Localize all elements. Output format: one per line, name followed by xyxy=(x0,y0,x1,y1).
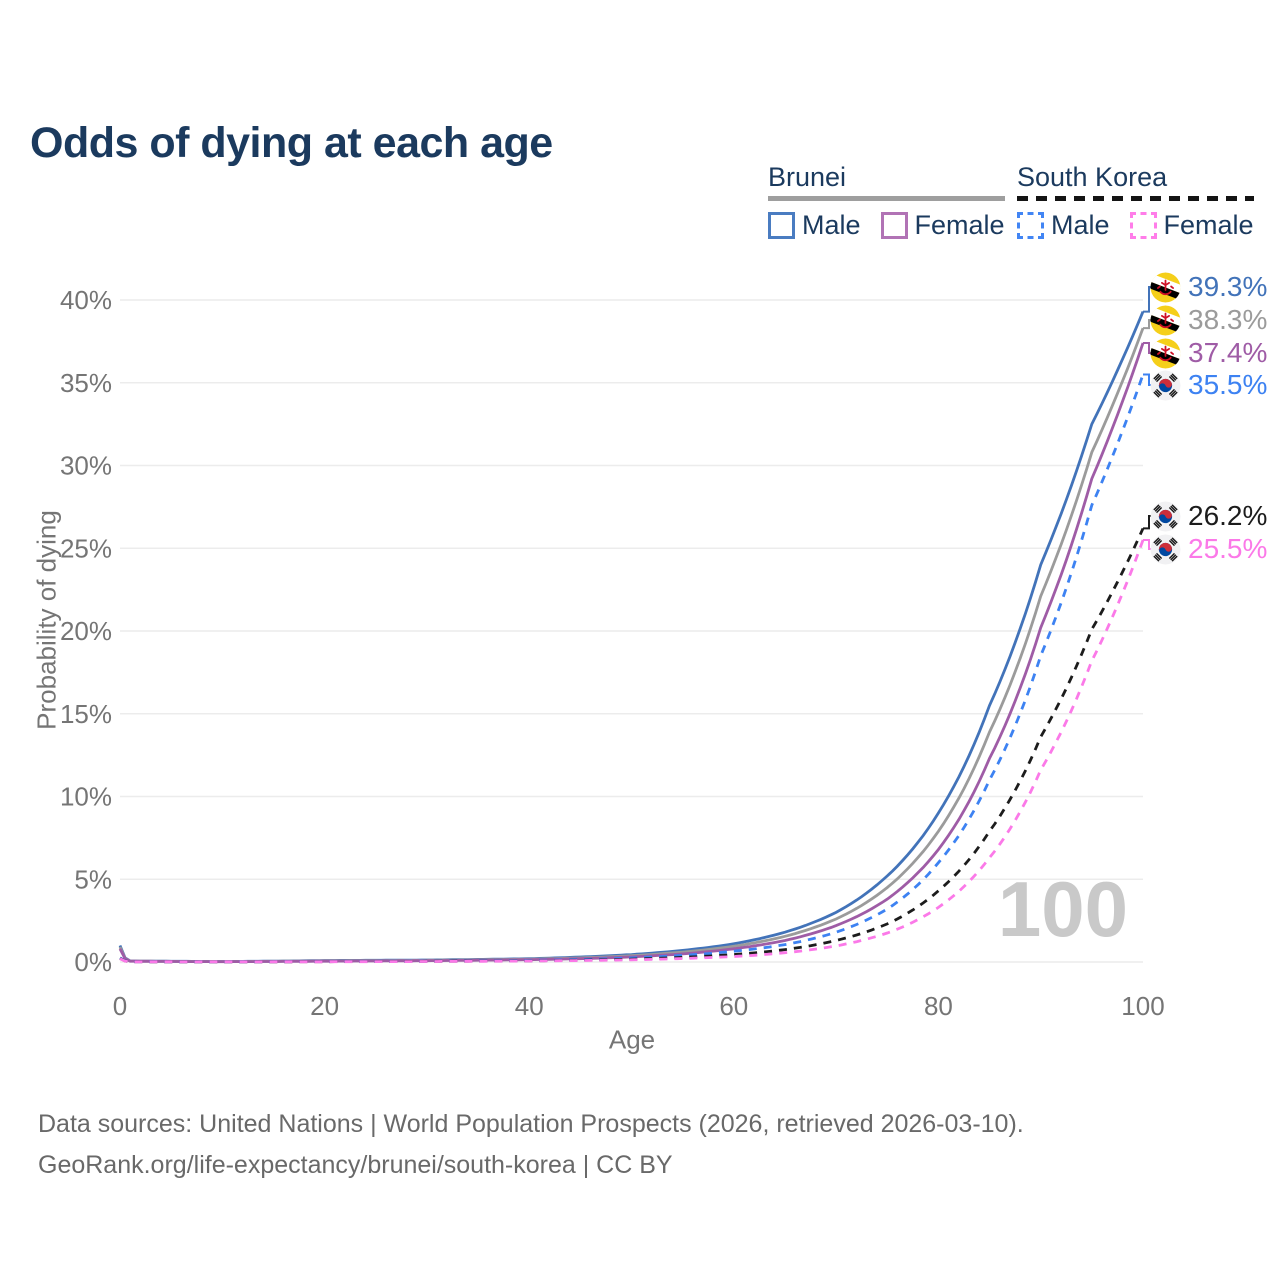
y-tick-label-0: 0% xyxy=(74,947,112,977)
age-counter-watermark: 100 xyxy=(997,865,1128,953)
legend-item-korea-female[interactable]: Female xyxy=(1129,210,1254,241)
footer-data-sources: Data sources: United Nations | World Pop… xyxy=(38,1110,1024,1138)
y-tick-label-30: 30% xyxy=(60,451,112,481)
x-tick-label-80: 80 xyxy=(924,991,953,1021)
brunei-solid-line-key xyxy=(768,196,1005,201)
legend-label-brunei-female: Female xyxy=(914,210,1005,240)
series-line-brunei-female[interactable] xyxy=(118,342,1145,964)
end-label-value-brunei-both: 38.3% xyxy=(1188,304,1268,335)
legend-item-korea-male[interactable]: Male xyxy=(1017,210,1110,241)
legend-label-korea-male: Male xyxy=(1051,210,1110,240)
series-line-brunei-both[interactable] xyxy=(118,327,1145,963)
end-label-value-korea-both: 26.2% xyxy=(1188,500,1268,531)
y-axis-title: Probability of dying xyxy=(31,510,62,730)
end-label-korea-both[interactable]: 26.2% xyxy=(1150,500,1267,532)
legend-group-south-korea: South Korea Male Female xyxy=(1017,162,1254,241)
y-tick-label-5: 5% xyxy=(74,864,112,894)
end-label-value-korea-male: 35.5% xyxy=(1188,369,1268,400)
footer: Data sources: United Nations | World Pop… xyxy=(38,1104,1024,1186)
end-label-value-brunei-male: 39.3% xyxy=(1188,271,1268,302)
series-line-korea-female[interactable] xyxy=(119,539,1145,964)
x-axis-title: Age xyxy=(608,1024,656,1055)
legend-group-brunei: Brunei Male Female xyxy=(768,162,1005,241)
x-tick-label-20: 20 xyxy=(310,991,339,1021)
legend-country-brunei[interactable]: Brunei xyxy=(768,162,847,192)
legend-label-korea-female: Female xyxy=(1163,210,1254,240)
y-tick-label-15: 15% xyxy=(60,699,112,729)
south-korea-flag-icon xyxy=(1150,501,1181,531)
korea-male-swatch-icon xyxy=(1017,212,1044,239)
page-title: Odds of dying at each age xyxy=(30,118,553,167)
brunei-male-swatch-icon xyxy=(768,212,795,239)
end-label-brunei-female[interactable]: 37.4% xyxy=(1150,337,1267,369)
footer-attribution-url: GeoRank.org/life-expectancy/brunei/south… xyxy=(38,1151,673,1179)
x-tick-label-0: 0 xyxy=(113,991,127,1021)
end-label-brunei-male[interactable]: 39.3% xyxy=(1150,271,1267,303)
end-label-brunei-both[interactable]: 38.3% xyxy=(1150,304,1267,336)
y-tick-label-40: 40% xyxy=(60,285,112,315)
south-korea-flag-icon xyxy=(1150,370,1181,400)
series-line-brunei-male[interactable] xyxy=(118,311,1145,963)
legend-label-brunei-male: Male xyxy=(802,210,861,240)
legend-item-brunei-female[interactable]: Female xyxy=(880,210,1005,241)
x-tick-label-60: 60 xyxy=(719,991,748,1021)
y-tick-label-35: 35% xyxy=(60,368,112,398)
brunei-female-swatch-icon xyxy=(880,212,908,239)
legend-item-brunei-male[interactable]: Male xyxy=(768,210,861,241)
x-tick-label-100: 100 xyxy=(1121,991,1164,1021)
y-tick-label-25: 25% xyxy=(60,533,112,563)
end-label-korea-male[interactable]: 35.5% xyxy=(1150,369,1267,401)
end-label-value-brunei-female: 37.4% xyxy=(1188,337,1268,368)
legend-country-south-korea[interactable]: South Korea xyxy=(1017,162,1168,192)
brunei-flag-icon xyxy=(1150,338,1181,368)
y-tick-label-10: 10% xyxy=(60,782,112,812)
south-korea-dashed-line-key xyxy=(1017,196,1254,201)
x-tick-label-40: 40 xyxy=(515,991,544,1021)
korea-female-swatch-icon xyxy=(1129,212,1157,239)
end-label-korea-female[interactable]: 25.5% xyxy=(1150,533,1267,565)
brunei-flag-icon xyxy=(1150,272,1181,302)
south-korea-flag-icon xyxy=(1150,534,1181,564)
end-label-value-korea-female: 25.5% xyxy=(1188,533,1268,564)
brunei-flag-icon xyxy=(1150,305,1181,335)
y-tick-label-20: 20% xyxy=(60,616,112,646)
